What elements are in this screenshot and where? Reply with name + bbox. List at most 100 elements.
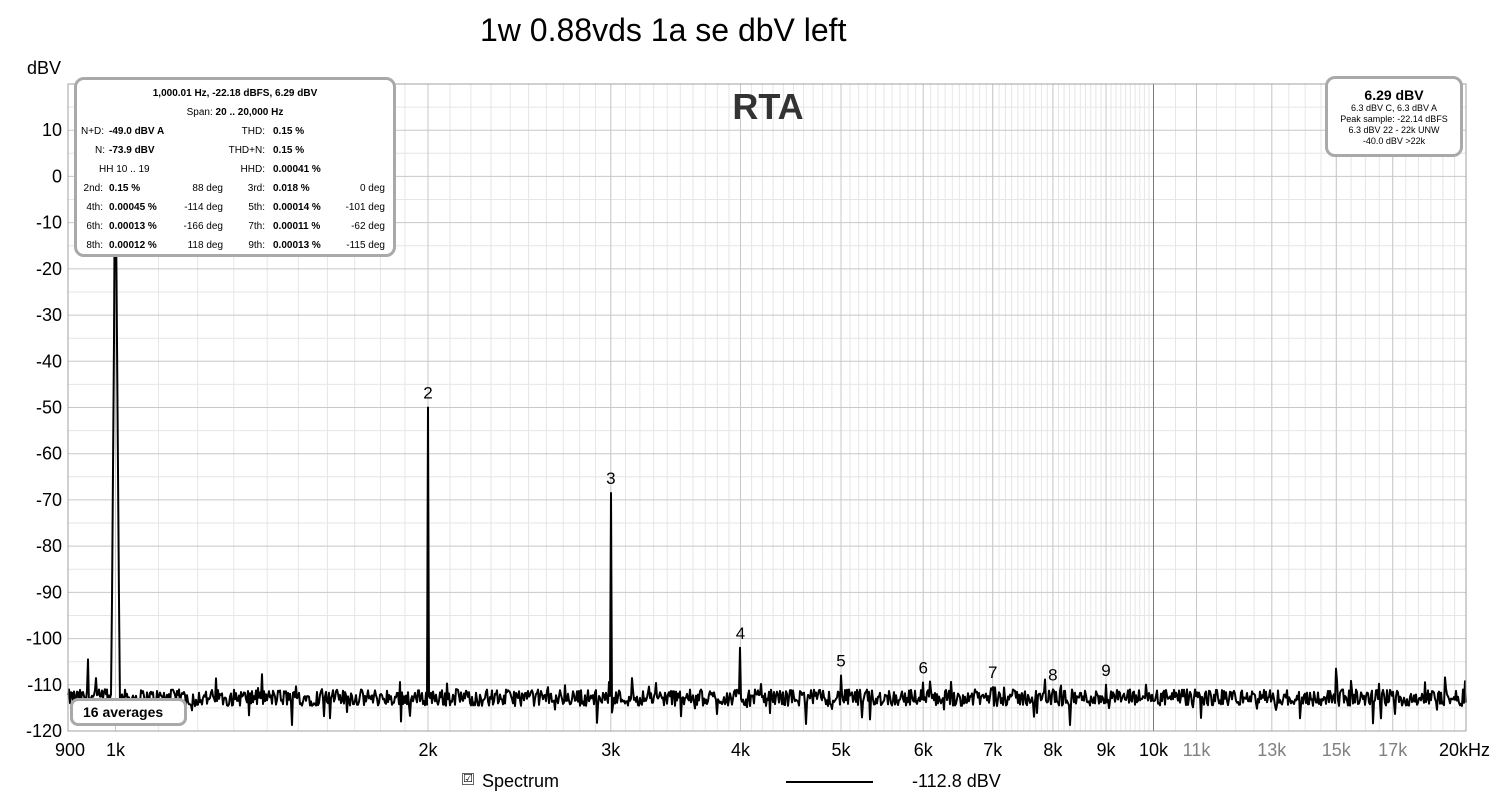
- harmonic-row: 4th: 0.00045 % -114 deg 5th: 0.00014 % -…: [77, 198, 393, 217]
- harmonic-phase: -114 deg: [184, 202, 223, 213]
- axes: 10 0 -10 -20 -30 -40 -50 -60 -70 -80 -90 -100 -110 -1…: [26, 58, 1490, 760]
- harmonic-value: 0.00045 %: [109, 202, 157, 213]
- harmonic-value: 0.00012 %: [109, 240, 157, 251]
- x-tick-label: 2k: [418, 740, 438, 760]
- harmonic-phase: 88 deg: [192, 183, 223, 194]
- harmonic-value: 0.00013 %: [109, 221, 157, 232]
- harmonic-label: 3rd:: [247, 183, 265, 194]
- y-tick-label: 0: [52, 166, 62, 186]
- y-tick-label: -120: [26, 721, 62, 741]
- rta-watermark: RTA: [732, 86, 803, 127]
- harmonic-label: 5th:: [248, 202, 265, 213]
- harmonic-label: 9th:: [248, 240, 265, 251]
- harmonic-row: 8th: 0.00012 % 118 deg 9th: 0.00013 % -1…: [77, 236, 393, 255]
- harmonic-marker: 8: [1048, 665, 1057, 684]
- y-tick-label: -10: [36, 213, 62, 233]
- x-tick-label: 20kHz: [1439, 740, 1490, 760]
- x-tick-label: 17k: [1378, 740, 1408, 760]
- harmonic-phase: -101 deg: [345, 202, 385, 213]
- y-tick-label: 10: [42, 120, 62, 140]
- harmonic-markers: 2 3 4 5 6 7 8 9: [423, 384, 1110, 685]
- x-tick-label: 4k: [731, 740, 751, 760]
- harmonic-label: 8th:: [86, 240, 103, 251]
- level-meter-panel: 6.29 dBV 6.3 dBV C, 6.3 dBV A Peak sampl…: [1325, 76, 1463, 157]
- y-tick-label: -60: [36, 444, 62, 464]
- y-tick-label: -80: [36, 536, 62, 556]
- thdn-label: THD+N:: [228, 145, 265, 156]
- harmonic-label: 2nd:: [83, 183, 103, 194]
- harmonic-marker: 7: [988, 663, 997, 682]
- level-unweighted: 6.3 dBV 22 - 22k UNW: [1348, 125, 1440, 135]
- harmonic-phase: -62 deg: [351, 221, 385, 232]
- harmonic-marker: 2: [423, 384, 432, 403]
- x-tick-label: 7k: [983, 740, 1003, 760]
- y-tick-label: -70: [36, 490, 62, 510]
- level-weighted: 6.3 dBV C, 6.3 dBV A: [1350, 103, 1438, 113]
- harmonic-marker: 9: [1101, 661, 1110, 680]
- harmonic-phase: -115 deg: [346, 240, 385, 251]
- x-tick-label: 15k: [1322, 740, 1352, 760]
- legend-label[interactable]: Spectrum: [482, 771, 560, 791]
- level-above-22k: -40.0 dBV >22k: [1362, 136, 1426, 146]
- info-header-row: 1,000.01 Hz, -22.18 dBFS, 6.29 dBV: [77, 84, 393, 103]
- x-tick-label: 9k: [1096, 740, 1116, 760]
- info-nd-row: N+D: -49.0 dBV A THD: 0.15 %: [77, 122, 393, 141]
- harmonic-label: 6th:: [86, 221, 103, 232]
- info-header: 1,000.01 Hz, -22.18 dBFS, 6.29 dBV: [152, 88, 318, 99]
- plot-frame: [67, 83, 1467, 732]
- x-tick-label: 6k: [914, 740, 934, 760]
- averages-badge: 16 averages: [70, 698, 187, 726]
- thdn-value: 0.15 %: [273, 145, 305, 156]
- harmonic-phase: 118 deg: [187, 240, 223, 251]
- span-label: Span:: [186, 107, 213, 118]
- x-tick-label: 8k: [1043, 740, 1063, 760]
- spectrum-trace: [67, 146, 1467, 726]
- span-value: 20 .. 20,000 Hz: [215, 107, 284, 118]
- y-tick-label: -40: [36, 351, 62, 371]
- level-peak-sample: Peak sample: -22.14 dBFS: [1340, 114, 1448, 124]
- harmonic-value: 0.00014 %: [273, 202, 321, 213]
- y-tick-label: -50: [36, 398, 62, 418]
- info-n-row: N: -73.9 dBV THD+N: 0.15 %: [77, 141, 393, 160]
- info-hh-row: HH 10 .. 19 HHD: 0.00041 %: [77, 160, 393, 179]
- spectrum-checkbox[interactable]: ☑: [462, 773, 474, 785]
- info-span-row: Span: 20 .. 20,000 Hz: [77, 103, 393, 122]
- hhd-value: 0.00041 %: [273, 164, 321, 175]
- x-tick-label: 13k: [1257, 740, 1287, 760]
- x-tick-label: 1k: [106, 740, 126, 760]
- harmonic-value: 0.018 %: [273, 183, 310, 194]
- n-label: N:: [95, 145, 105, 156]
- harmonic-value: 0.00011 %: [273, 221, 321, 232]
- thd-label: THD:: [241, 126, 265, 137]
- x-tick-label: 5k: [831, 740, 851, 760]
- y-tick-label: -110: [27, 675, 62, 695]
- x-tick-label: 10k: [1139, 740, 1169, 760]
- harmonic-label: 4th:: [86, 202, 103, 213]
- spectrum-trace-group: [67, 146, 1467, 726]
- harmonic-label: 7th:: [248, 221, 265, 232]
- y-tick-label: -30: [36, 305, 62, 325]
- nd-label: N+D:: [81, 126, 105, 137]
- level-main-value: 6.29 dBV: [1364, 87, 1424, 103]
- legend: ☑ Spectrum -112.8 dBV: [0, 770, 1500, 795]
- harmonic-marker: 6: [918, 659, 927, 678]
- harmonic-phase: 0 deg: [359, 183, 385, 194]
- harmonic-marker: 3: [606, 469, 615, 488]
- harmonic-marker: 5: [836, 652, 845, 671]
- y-tick-label: -100: [26, 629, 62, 649]
- x-tick-label: 11k: [1183, 740, 1212, 760]
- harmonic-marker: 4: [736, 624, 745, 643]
- x-tick-label: 900: [55, 740, 85, 760]
- harmonic-value: 0.00013 %: [273, 240, 321, 251]
- chart-title: 1w 0.88vds 1a se dbV left: [480, 12, 847, 48]
- harmonic-row: 6th: 0.00013 % -166 deg 7th: 0.00011 % -…: [77, 217, 393, 236]
- x-tick-label: 3k: [601, 740, 621, 760]
- legend-cursor-value: -112.8 dBV: [912, 771, 1001, 791]
- n-value: -73.9 dBV: [109, 145, 155, 156]
- harmonic-phase: -166 deg: [183, 221, 223, 232]
- harmonic-value: 0.15 %: [109, 183, 141, 194]
- hhd-label: HHD:: [240, 164, 265, 175]
- measurement-info-panel: 1,000.01 Hz, -22.18 dBFS, 6.29 dBV Span:…: [74, 77, 396, 257]
- nd-value: -49.0 dBV A: [109, 126, 165, 137]
